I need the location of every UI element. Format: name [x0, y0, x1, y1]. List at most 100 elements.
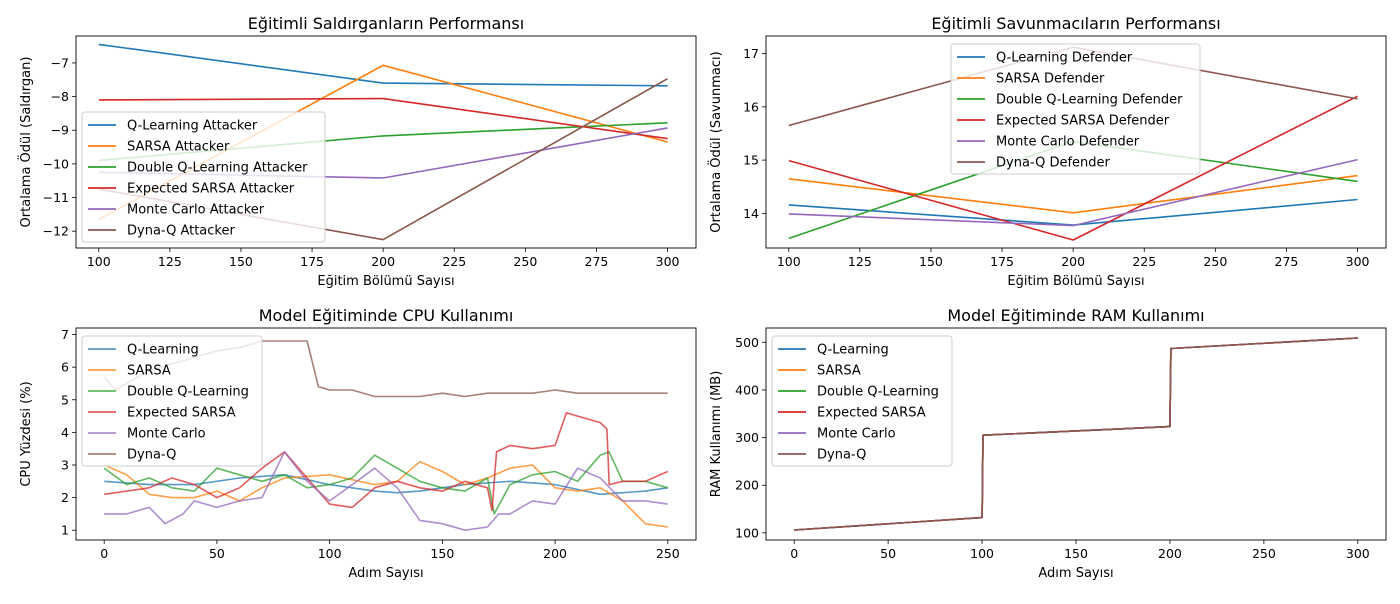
series-line-monte-carlo-defender — [788, 158, 1358, 227]
y-tick-label: 16 — [743, 99, 759, 114]
legend-label: Monte Carlo — [817, 427, 896, 442]
plot-frame — [765, 327, 1387, 541]
x-tick-label: 125 — [848, 254, 872, 269]
y-tick-label: 4 — [61, 425, 69, 440]
chart-title: Eğitimli Saldırganların Performansı — [248, 14, 524, 33]
x-tick-label: 250 — [656, 546, 680, 561]
x-tick-label: 50 — [209, 546, 225, 561]
series-line-double-q-learning — [103, 451, 669, 515]
y-tick-label: 100 — [735, 525, 759, 540]
x-tick-label: 225 — [1132, 254, 1156, 269]
x-tick-label: 150 — [919, 254, 943, 269]
x-tick-label: 300 — [1346, 254, 1370, 269]
y-tick-label: −9 — [51, 123, 69, 138]
chart-title: Model Eğitiminde RAM Kullanımı — [947, 306, 1204, 325]
y-tick-label: 5 — [61, 392, 69, 407]
legend-label: Dyna-Q — [817, 448, 866, 463]
legend-label: Q-Learning — [817, 343, 889, 358]
x-tick-label: 0 — [790, 546, 798, 561]
legend-label: Dyna-Q — [127, 448, 176, 463]
y-tick-label: −12 — [43, 224, 69, 239]
series-line-monte-carlo — [104, 451, 668, 532]
x-tick-label: 175 — [300, 254, 324, 269]
y-tick-label: −11 — [43, 190, 69, 205]
legend-box — [81, 111, 326, 243]
x-tick-label: 100 — [970, 546, 994, 561]
legend-label: Expected SARSA — [127, 406, 236, 421]
chart-title: Eğitimli Savunmacıların Performansı — [931, 14, 1220, 33]
legend-label: SARSA — [127, 364, 171, 379]
x-tick-label: 200 — [1158, 546, 1182, 561]
x-axis-label: Eğitim Bölümü Sayısı — [317, 274, 454, 289]
y-tick-label: 1 — [61, 523, 69, 538]
series-line-q-learning — [104, 473, 668, 496]
legend-label: Double Q-Learning Attacker — [127, 161, 308, 176]
legend-label: Dyna-Q Attacker — [127, 224, 235, 239]
series-line-sarsa — [103, 460, 668, 528]
plot-frame — [75, 35, 697, 249]
y-tick-label: −8 — [51, 89, 69, 104]
x-tick-label: 150 — [229, 254, 253, 269]
x-tick-label: 250 — [513, 254, 537, 269]
series-line-expected-sarsa-attacker — [98, 97, 668, 140]
series-line-expected-sarsa-defender — [788, 95, 1358, 241]
y-tick-label: 17 — [743, 46, 759, 61]
chart-panel-1: Eğitimli Saldırganların Performansı 100 12… — [17, 14, 697, 289]
legend-label: Double Q-Learning — [817, 385, 939, 400]
chart-panel-2: Eğitimli Savunmacıların Performansı 100 12… — [707, 14, 1387, 289]
x-axis-label: Adım Sayısı — [348, 566, 423, 581]
legend-label: SARSA — [817, 364, 861, 379]
legend-label: Q-Learning Defender — [996, 51, 1133, 66]
x-tick-label: 300 — [656, 254, 680, 269]
y-tick-label: 2 — [61, 490, 69, 505]
y-axis-label: RAM Kullanımı (MB) — [709, 371, 724, 498]
x-tick-label: 300 — [1346, 546, 1370, 561]
x-tick-label: 175 — [990, 254, 1014, 269]
legend-label: Monte Carlo Defender — [996, 135, 1140, 150]
x-tick-label: 100 — [777, 254, 801, 269]
x-tick-label: 275 — [585, 254, 609, 269]
y-tick-label: 500 — [735, 335, 759, 350]
legend-label: Monte Carlo — [127, 427, 206, 442]
legend-label: Q-Learning Attacker — [127, 119, 258, 134]
chart-panel-3: Model Eğitiminde CPU Kullanımı 0 50 100 150 2… — [19, 306, 697, 581]
legend-label: Expected SARSA Defender — [996, 114, 1170, 129]
plot-frame — [765, 35, 1387, 249]
x-tick-label: 250 — [1252, 546, 1276, 561]
series-line-dyna-q — [794, 337, 1358, 531]
x-tick-label: 250 — [1203, 254, 1227, 269]
series-line-expected-sarsa — [104, 411, 669, 512]
chart-title: Model Eğitiminde CPU Kullanımı — [259, 306, 514, 325]
x-tick-label: 225 — [442, 254, 466, 269]
chart-panel-4: Model Eğitiminde RAM Kullanımı 0 50 100 150 2… — [709, 306, 1387, 581]
y-tick-label: 7 — [61, 327, 69, 342]
legend-label: SARSA Attacker — [127, 140, 230, 155]
y-tick-label: 300 — [735, 430, 759, 445]
x-tick-label: 150 — [1064, 546, 1088, 561]
legend-label: Double Q-Learning Defender — [996, 93, 1183, 108]
x-tick-label: 50 — [880, 546, 896, 561]
x-tick-label: 275 — [1275, 254, 1299, 269]
x-tick-label: 200 — [371, 254, 395, 269]
x-tick-label: 100 — [318, 546, 342, 561]
y-tick-label: 400 — [735, 382, 759, 397]
legend-label: Double Q-Learning — [127, 385, 249, 400]
legend-box — [81, 335, 263, 467]
legend-label: Q-Learning — [127, 343, 199, 358]
y-axis-label: Ortalama Ödül (Saldırgan) — [17, 57, 34, 228]
y-tick-label: −10 — [43, 156, 69, 171]
y-axis-label: CPU Yüzdesi (%) — [19, 381, 34, 486]
legend-label: SARSA Defender — [996, 72, 1105, 87]
series-line-sarsa-defender — [788, 174, 1358, 214]
x-tick-label: 0 — [100, 546, 108, 561]
x-tick-label: 100 — [87, 254, 111, 269]
legend-box — [771, 335, 953, 467]
y-tick-label: 14 — [743, 206, 759, 221]
legend-label: Monte Carlo Attacker — [127, 203, 265, 218]
legend-box — [950, 43, 1201, 175]
x-tick-label: 150 — [430, 546, 454, 561]
legend-label: Expected SARSA Attacker — [127, 182, 295, 197]
y-tick-label: 15 — [743, 153, 759, 168]
